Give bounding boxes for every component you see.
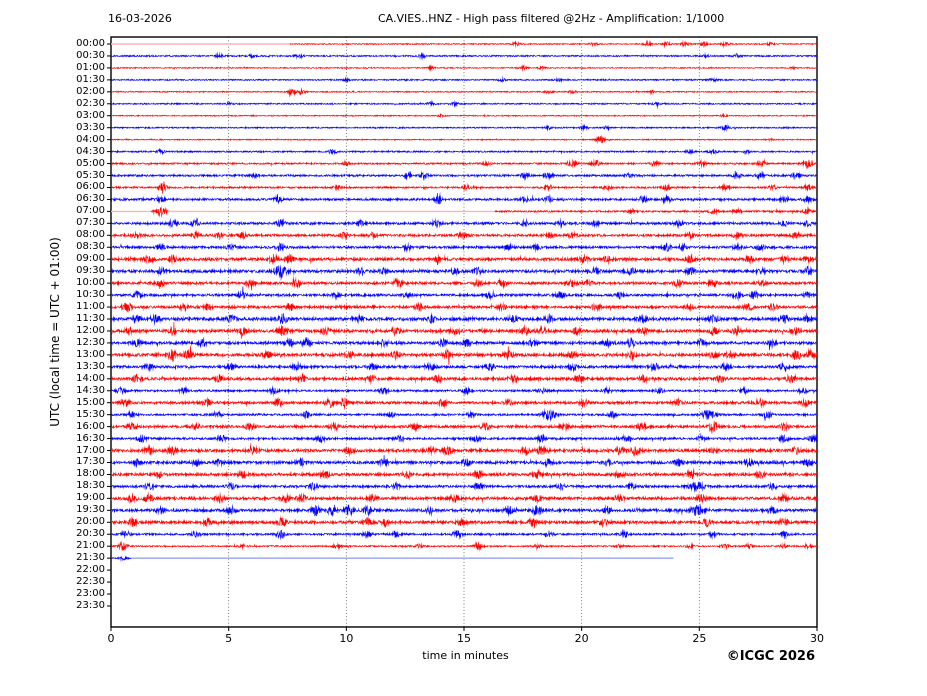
y-tick-label: 00:00 [76,38,105,49]
y-tick-label: 02:00 [76,85,105,97]
y-tick-label: 21:30 [76,552,105,564]
copyright-credit: ©ICGC 2026 [726,649,815,664]
x-tick-label: 20 [574,632,589,645]
y-tick-label: 04:00 [76,133,105,145]
y-tick-label: 13:00 [76,348,105,360]
x-tick-label: 5 [225,632,233,645]
y-tick-label: 14:30 [76,384,105,396]
y-tick-label: 19:00 [76,492,105,504]
y-tick-label: 17:00 [76,444,105,456]
y-tick-label: 10:00 [76,277,105,289]
y-tick-label: 22:00 [76,564,105,576]
y-tick-label: 01:30 [76,73,105,85]
y-tick-label: 08:00 [76,229,105,241]
x-axis-label: time in minutes [422,649,509,662]
y-tick-label: 03:00 [76,109,105,121]
y-tick-label: 06:00 [76,181,105,193]
y-tick-label: 12:00 [76,324,105,336]
y-tick-label: 01:00 [76,61,105,73]
y-tick-label: 19:30 [76,504,105,516]
y-tick-label: 14:00 [76,372,105,384]
y-tick-label: 04:30 [76,145,105,157]
y-tick-label: 03:30 [76,121,105,133]
y-tick-label: 07:30 [76,217,105,229]
plot-title: CA.VIES..HNZ - High pass filtered @2Hz -… [378,12,725,25]
y-tick-label: 09:00 [76,253,105,265]
y-tick-label: 20:30 [76,528,105,540]
y-tick-label: 23:30 [76,599,105,611]
y-tick-label: 23:00 [76,588,105,600]
y-tick-label: 18:00 [76,468,105,480]
y-tick-label: 21:00 [76,540,105,552]
x-tick-label: 0 [107,632,115,645]
y-tick-label: 15:30 [76,408,105,420]
plot-date: 16-03-2026 [108,12,172,25]
y-tick-label: 05:30 [76,169,105,181]
y-tick-label: 20:00 [76,516,105,528]
y-tick-label: 11:30 [76,313,105,324]
y-tick-label: 12:30 [76,336,105,348]
y-tick-label: 10:30 [76,289,105,301]
y-tick-label: 09:30 [76,265,105,277]
y-tick-label: 08:30 [76,241,105,253]
y-tick-label: 13:30 [76,360,105,372]
y-tick-label: 16:00 [76,420,105,432]
y-tick-label: 05:00 [76,157,105,169]
y-tick-label: 07:00 [76,205,105,217]
y-tick-label: 11:00 [76,301,105,313]
y-tick-label: 17:30 [76,456,105,468]
x-tick-label: 30 [810,632,824,645]
y-tick-label: 02:30 [76,97,105,109]
y-tick-label: 22:30 [76,576,105,588]
y-tick-label: 18:30 [76,480,105,492]
y-tick-label: 15:00 [76,396,105,408]
y-tick-label: 00:30 [76,49,105,61]
x-tick-label: 10 [339,632,354,645]
y-tick-label: 06:30 [76,193,105,205]
x-tick-label: 15 [457,632,471,645]
x-tick-label: 25 [692,632,707,645]
y-tick-label: 16:30 [76,432,105,444]
